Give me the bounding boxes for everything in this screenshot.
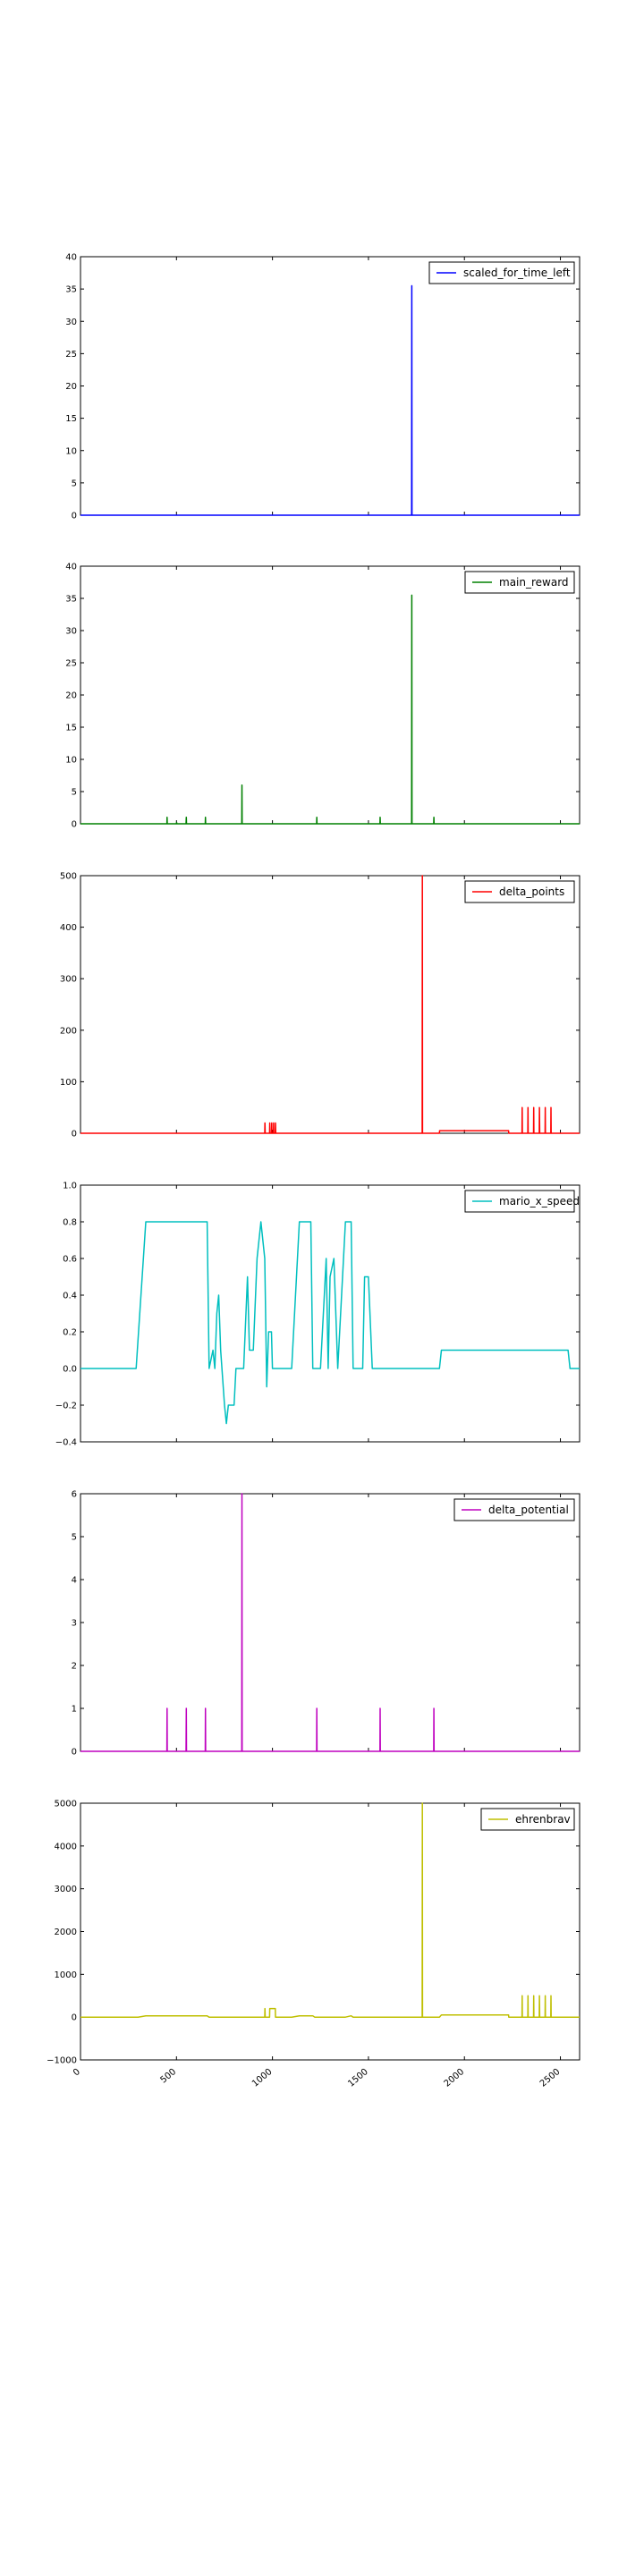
y-tick-label: 500 [60, 872, 77, 882]
series-line-mario_x_speed [80, 1221, 580, 1425]
legend-label: main_reward [499, 576, 569, 589]
y-tick-label: 5 [72, 788, 77, 798]
y-tick-label: 20 [65, 382, 77, 392]
y-tick-label: 20 [65, 691, 77, 701]
legend: ehrenbrav [480, 1808, 575, 1831]
y-tick-label: 100 [60, 1078, 77, 1088]
subplot-1: 0 5 10 15 20 25 30 35 40 scaled_for_time_left [65, 253, 580, 521]
plot-frame [80, 565, 580, 825]
y-tick-label: 5 [72, 1533, 77, 1543]
legend: delta_points [464, 880, 575, 903]
x-tick-label: 2000 [443, 2067, 467, 2089]
x-tick-label: 2500 [538, 2067, 563, 2089]
y-tick-label: 1.0 [63, 1182, 77, 1191]
series-line-delta_potential [80, 1493, 580, 1752]
plot-frame [80, 1802, 580, 2061]
y-tick-label: 40 [65, 253, 77, 263]
y-tick-label: −1000 [47, 2056, 77, 2066]
y-tick-label: 40 [65, 563, 77, 572]
legend-label: mario_x_speed [499, 1195, 580, 1208]
y-tick-label: 300 [60, 975, 77, 985]
legend-label: delta_potential [488, 1504, 569, 1516]
y-tick-label: 0 [72, 1748, 77, 1758]
y-tick-label: 5 [72, 479, 77, 488]
subplot-2: 0 5 10 15 20 25 30 35 40 main_reward [65, 563, 580, 830]
x-tick-label: 500 [159, 2067, 179, 2086]
plot-frame [80, 875, 580, 1134]
y-tick-label: 0 [72, 512, 77, 521]
y-tick-label: 35 [65, 595, 77, 605]
y-tick-label: 30 [65, 318, 77, 327]
y-tick-label: 0 [72, 820, 77, 830]
y-tick-label: 10 [65, 446, 77, 456]
y-tick-label: 0.4 [63, 1292, 77, 1301]
y-tick-label: 30 [65, 627, 77, 637]
legend: scaled_for_time_left [428, 261, 575, 284]
y-tick-label: 25 [65, 350, 77, 360]
y-tick-label: 1 [72, 1705, 77, 1715]
y-tick-label: −0.4 [55, 1438, 77, 1448]
y-tick-label: 10 [65, 756, 77, 766]
x-tick-label: 1500 [346, 2067, 370, 2089]
x-tick-label: 1000 [250, 2067, 275, 2089]
subplot-5: 0 1 2 3 4 5 6 delta_potential [72, 1490, 580, 1758]
y-tick-label: 35 [65, 285, 77, 295]
legend-label: scaled_for_time_left [463, 267, 571, 279]
legend: main_reward [464, 571, 575, 594]
y-tick-label: 15 [65, 724, 77, 733]
series-line-delta_points [80, 875, 580, 1134]
y-tick-label: 3000 [55, 1885, 77, 1894]
y-tick-label: 4 [72, 1576, 77, 1586]
x-tick-label: 0 [72, 2067, 82, 2079]
y-tick-label: 4000 [55, 1842, 77, 1852]
legend-label: delta_points [499, 886, 564, 898]
legend-label: ehrenbrav [515, 1813, 571, 1826]
y-tick-label: 400 [60, 923, 77, 933]
y-tick-label: 0 [72, 1130, 77, 1140]
plot-frame [80, 1184, 580, 1443]
y-tick-label: 0.0 [63, 1365, 77, 1375]
y-tick-label: 0.6 [63, 1255, 77, 1265]
y-tick-label: 200 [60, 1026, 77, 1036]
legend: delta_potential [453, 1498, 575, 1521]
series-line-scaled_for_time_left [80, 284, 580, 516]
plot-frame [80, 1493, 580, 1752]
y-tick-label: 2 [72, 1662, 77, 1672]
y-tick-label: 2000 [55, 1928, 77, 1937]
y-tick-label: 6 [72, 1490, 77, 1500]
y-tick-label: 15 [65, 414, 77, 424]
y-tick-label: 1000 [55, 1970, 77, 1980]
subplot-3: 0 100 200 300 400 500 delta_points [60, 872, 580, 1140]
y-tick-label: 25 [65, 659, 77, 669]
y-tick-label: 0.2 [63, 1328, 77, 1338]
subplot-4: −0.4 −0.2 0.0 0.2 0.4 0.6 0.8 1.0 mario_x_speed [55, 1182, 580, 1448]
y-tick-label: 3 [72, 1619, 77, 1629]
y-tick-label: 5000 [55, 1800, 77, 1809]
y-tick-label: 0 [72, 2013, 77, 2023]
series-line-main_reward [80, 594, 580, 825]
legend: mario_x_speed [464, 1190, 580, 1213]
y-tick-label: −0.2 [55, 1402, 77, 1411]
series-line-ehrenbrav [80, 1802, 580, 2018]
plot-frame [80, 256, 580, 516]
y-tick-label: 0.8 [63, 1218, 77, 1228]
